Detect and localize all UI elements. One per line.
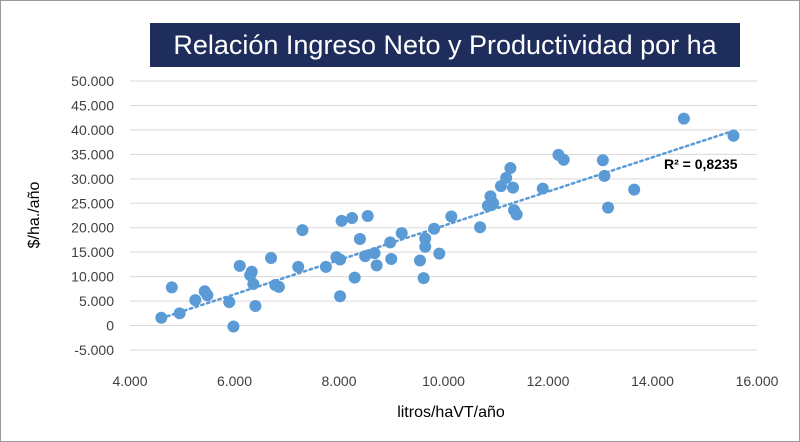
data-point	[677, 112, 690, 125]
data-point	[165, 281, 178, 294]
data-point	[223, 296, 236, 309]
data-point	[296, 224, 309, 237]
data-point	[413, 254, 426, 267]
data-point	[245, 265, 258, 278]
x-tick-label: 14.000	[631, 373, 674, 389]
data-point	[419, 240, 432, 253]
data-point	[334, 290, 347, 303]
x-tick-label: 6.000	[217, 373, 252, 389]
y-tick-label: 25.000	[71, 195, 114, 211]
data-point	[417, 272, 430, 285]
data-point	[201, 289, 214, 302]
data-point	[727, 129, 740, 142]
y-tick-label: 40.000	[71, 122, 114, 138]
data-point	[249, 299, 262, 312]
data-point	[557, 153, 570, 166]
data-point	[319, 260, 332, 273]
y-tick-label: 45.000	[71, 97, 114, 113]
x-tick-label: 10.000	[422, 373, 465, 389]
y-tick-label: 10.000	[71, 269, 114, 285]
data-point	[385, 253, 398, 266]
x-tick-label: 12.000	[527, 373, 570, 389]
y-tick-label: 20.000	[71, 220, 114, 236]
data-point	[487, 197, 500, 210]
data-point	[334, 253, 347, 266]
data-point	[292, 260, 305, 273]
data-point	[506, 181, 519, 194]
x-tick-label: 4.000	[112, 373, 147, 389]
x-tick-labels: 4.000 6.000 8.000 10.000 12.000 14.000 16.000	[112, 373, 778, 389]
data-point	[173, 307, 186, 320]
data-point	[361, 209, 374, 222]
y-tick-label: -5.000	[74, 342, 114, 358]
data-point	[474, 221, 487, 234]
data-point	[247, 277, 260, 290]
data-point	[384, 236, 397, 249]
data-point	[598, 169, 611, 182]
data-point	[272, 280, 285, 293]
data-point	[335, 214, 348, 227]
gridlines	[130, 80, 757, 351]
data-point	[510, 208, 523, 221]
data-point	[265, 252, 278, 265]
x-tick-label: 8.000	[321, 373, 356, 389]
data-point	[536, 182, 549, 195]
data-point	[370, 259, 383, 272]
data-point	[359, 250, 372, 263]
y-tick-label: 50.000	[71, 73, 114, 89]
x-tick-label: 16.000	[736, 373, 779, 389]
data-point	[419, 232, 432, 245]
y-axis-title: $/ha./año	[26, 182, 43, 249]
data-point	[227, 320, 240, 333]
data-point	[504, 162, 517, 175]
data-point	[596, 154, 609, 167]
r-squared-label: R² = 0,8235	[664, 156, 738, 172]
data-points	[155, 112, 740, 333]
y-tick-label: 30.000	[71, 171, 114, 187]
data-point	[628, 183, 641, 196]
data-point	[368, 247, 381, 260]
data-point	[346, 211, 359, 224]
data-point	[445, 210, 458, 223]
data-point	[428, 222, 441, 235]
data-point	[500, 171, 513, 184]
y-tick-label: 15.000	[71, 244, 114, 260]
data-point	[433, 247, 446, 260]
data-point	[233, 259, 246, 272]
trendline	[160, 128, 738, 320]
data-point	[395, 227, 408, 240]
data-point	[189, 294, 202, 307]
y-tick-labels: -5.000 0 5.000 10.000 15.000 20.000 25.000 30.0…	[71, 73, 114, 358]
y-tick-label: 0	[106, 318, 114, 334]
data-point	[155, 311, 168, 324]
y-tick-label: 35.000	[71, 146, 114, 162]
y-tick-label: 5.000	[79, 293, 114, 309]
chart-title: Relación Ingreso Neto y Productividad po…	[150, 23, 740, 67]
data-point	[353, 232, 366, 245]
x-axis-title: litros/haVT/año	[397, 404, 505, 421]
data-point	[348, 271, 361, 284]
data-point	[602, 201, 615, 214]
